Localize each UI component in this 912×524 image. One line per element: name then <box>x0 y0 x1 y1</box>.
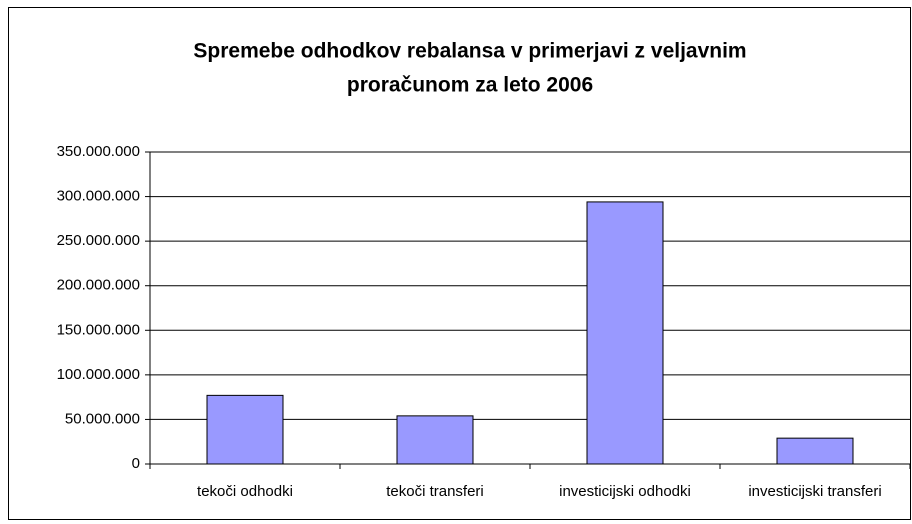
y-tick-label: 350.000.000 <box>57 143 140 160</box>
bar <box>586 201 664 465</box>
y-tick-label: 250.000.000 <box>57 232 140 249</box>
y-tick-label: 100.000.000 <box>57 366 140 383</box>
y-tick-label: 300.000.000 <box>57 188 140 205</box>
x-tick-label: investicijski transferi <box>748 483 881 500</box>
bar <box>776 437 854 465</box>
x-tick-label: investicijski odhodki <box>559 483 691 500</box>
y-tick-label: 200.000.000 <box>57 277 140 294</box>
chart-title: Spremebe odhodkov rebalansa v primerjavi… <box>193 40 746 63</box>
y-tick-label: 0 <box>132 455 140 472</box>
bar <box>396 415 474 465</box>
x-tick-label: tekoči transferi <box>386 483 484 500</box>
bar <box>206 394 284 465</box>
y-tick-label: 150.000.000 <box>57 321 140 338</box>
y-tick-label: 50.000.000 <box>65 410 140 427</box>
chart-title: proračunom za leto 2006 <box>347 74 593 97</box>
x-tick-label: tekoči odhodki <box>197 483 293 500</box>
